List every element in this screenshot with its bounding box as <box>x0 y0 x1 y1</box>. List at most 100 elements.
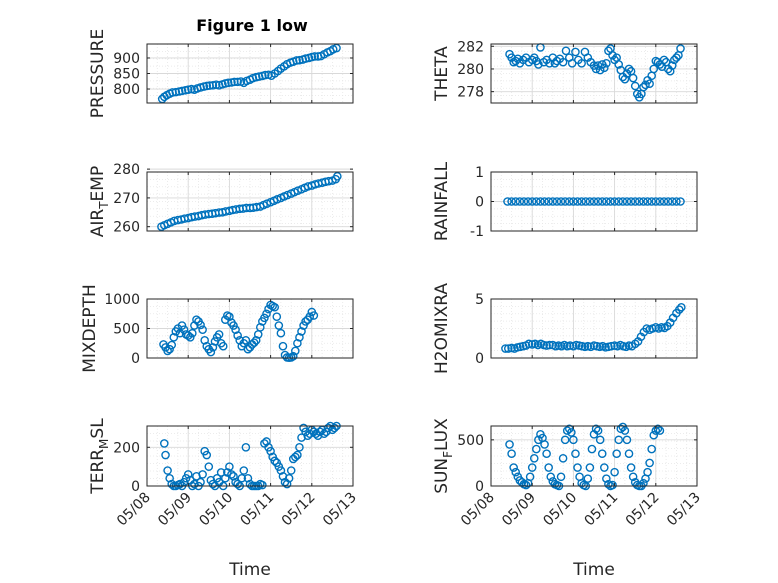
panel-right-1-data-point <box>571 47 580 57</box>
panel-left-4-data-point <box>241 442 251 452</box>
panel-left-3-data-point <box>183 331 193 340</box>
panel-left-4-data-point <box>163 466 172 475</box>
panel-right-4-xtick-label: 05/12 <box>623 490 663 530</box>
panel-right-1-data-point <box>659 55 669 65</box>
panel-right-1-ytick-label: 278 <box>457 85 484 101</box>
panel-right-1-ylabel: THETA <box>432 46 452 102</box>
panel-right-2-data-point <box>651 197 661 206</box>
panel-left-1-data-point <box>208 81 218 90</box>
panel-right-4-data-point <box>600 463 609 472</box>
panel-right-3-ytick-label: 0 <box>475 351 484 367</box>
panel-left-4-data-point <box>262 437 271 446</box>
panel-right-2-data-point <box>581 197 591 206</box>
panel-right-2-data-point <box>523 197 533 206</box>
panel-right-2-data-point <box>618 197 628 206</box>
panel-right-4-data-point <box>505 440 514 449</box>
panel-right-3-ytick-label: 5 <box>475 292 484 308</box>
panel-right-2-data-point <box>667 197 677 206</box>
panel-left-3-ytick-label: 0 <box>131 351 140 367</box>
panel-right-4-data-point <box>620 426 630 435</box>
panel-left-4-data-point <box>286 466 296 475</box>
panel-right-2-data-point <box>519 197 529 206</box>
panel-right-1-ytick-label: 282 <box>457 39 484 55</box>
panel-right-1-data-point <box>649 64 659 74</box>
panel-right-1-data-point <box>620 74 630 84</box>
panel-right-2-data-point <box>536 197 545 206</box>
panel-left-4-data-point <box>323 423 333 433</box>
panel-right-4-ylabel-part: F <box>441 451 455 458</box>
panel-left-3-data-point <box>179 325 189 334</box>
panel-right-4-ylabel-part: LUX <box>432 418 452 451</box>
panel-left-3-data-point <box>188 328 197 338</box>
panel-left-3-data-point <box>274 321 284 330</box>
panel-left-1-data-point <box>310 52 319 61</box>
panel-right-4-ytick-label: 500 <box>457 433 484 449</box>
panel-right-3-data-point <box>607 341 616 351</box>
panel-right-4-ylabel-part: SUN <box>432 458 452 494</box>
panel-right-4-data-point <box>610 467 619 477</box>
panel-right-2-ytick-label: 1 <box>475 165 484 181</box>
panel-left-4-data-point <box>161 450 170 460</box>
panel-left-2-data-point <box>333 172 342 181</box>
panel-left-4-xlabel: Time <box>228 560 271 580</box>
panel-left-4-axes-box <box>146 425 354 487</box>
panel-right-1-data-point <box>630 81 640 91</box>
panel-right-2-data-point <box>676 197 685 206</box>
panel-left-4-data-point <box>198 470 207 479</box>
panel-left-4-data-point <box>165 473 174 483</box>
panel-left-2-ytick-label: 280 <box>113 162 140 178</box>
panel-left-3-ytick-label: 1000 <box>104 292 140 308</box>
panel-left-4-data-point <box>237 473 247 483</box>
panel-left-3-data-point <box>233 331 242 340</box>
panel-right-2-data-point <box>647 197 656 206</box>
panel-right-3-data-point <box>504 344 513 353</box>
panel-right-1-data-point <box>667 61 677 70</box>
panel-right-4-data-point <box>585 463 595 472</box>
panel-right-3-ylabel: H2OMIXRA <box>432 283 452 374</box>
panel-right-4-data-point <box>587 444 597 454</box>
panel-right-1-data-point <box>672 53 681 62</box>
panel-left-4-data-point <box>243 473 253 483</box>
panel-left-4-data-point <box>291 452 300 462</box>
panel-right-1-data-point <box>561 46 571 56</box>
panel-right-1-data-point <box>665 66 675 76</box>
panel-right-4-data-point <box>534 435 543 445</box>
panel-right-2-ylabel: RAINFALL <box>432 161 452 241</box>
panel-left-3-data-point <box>262 309 271 319</box>
panel-left-1-data-point <box>202 81 212 91</box>
panel-left-4-ytick-label: 0 <box>131 479 140 495</box>
panel-left-4-ytick-label: 200 <box>113 440 140 456</box>
panel-right-4-data-point <box>556 472 566 482</box>
panel-left-1-data-point <box>254 72 264 81</box>
panel-right-2-data-point <box>593 197 603 206</box>
panel-left-4-data-point <box>239 466 249 475</box>
panel-right-1-data-point <box>645 79 654 89</box>
panel-right-1-ylabel-part: THETA <box>432 46 452 102</box>
panel-left-4-data-point <box>160 439 169 448</box>
panel-right-1-data-point <box>628 73 638 83</box>
panel-right-4-data-point <box>645 458 654 468</box>
panel-right-2-data-point <box>597 197 607 206</box>
panel-right-2-data-point <box>544 197 553 206</box>
panel-right-3-data-point <box>674 305 684 314</box>
panel-right-1-data-point <box>602 58 611 68</box>
panel-left-1-data-point <box>292 56 301 65</box>
panel-right-4-data-point <box>558 454 568 463</box>
panel-left-4-xtick-label: 05/09 <box>155 490 195 530</box>
panel-right-4-data-point <box>649 430 659 440</box>
panel-right-2-data-point <box>614 197 624 206</box>
panel-left-1-ytick-label: 800 <box>113 82 140 98</box>
panel-left-3-data-point <box>278 341 288 351</box>
panel-left-3-data-point <box>196 320 205 330</box>
panel-left-3-data-point <box>206 347 216 357</box>
panel-left-1-data-point <box>183 85 193 94</box>
panel-right-2-data-point <box>560 197 570 206</box>
panel-right-2-data-point <box>610 197 619 206</box>
panel-right-4-data-point <box>643 467 652 477</box>
panel-left-4-data-point <box>167 479 177 489</box>
panel-left-4-data-point <box>223 468 232 477</box>
panel-left-4-ylabel-part: SL <box>88 418 108 439</box>
panel-left-1-data-point <box>260 70 270 80</box>
panel-right-4-data-point <box>591 424 601 434</box>
